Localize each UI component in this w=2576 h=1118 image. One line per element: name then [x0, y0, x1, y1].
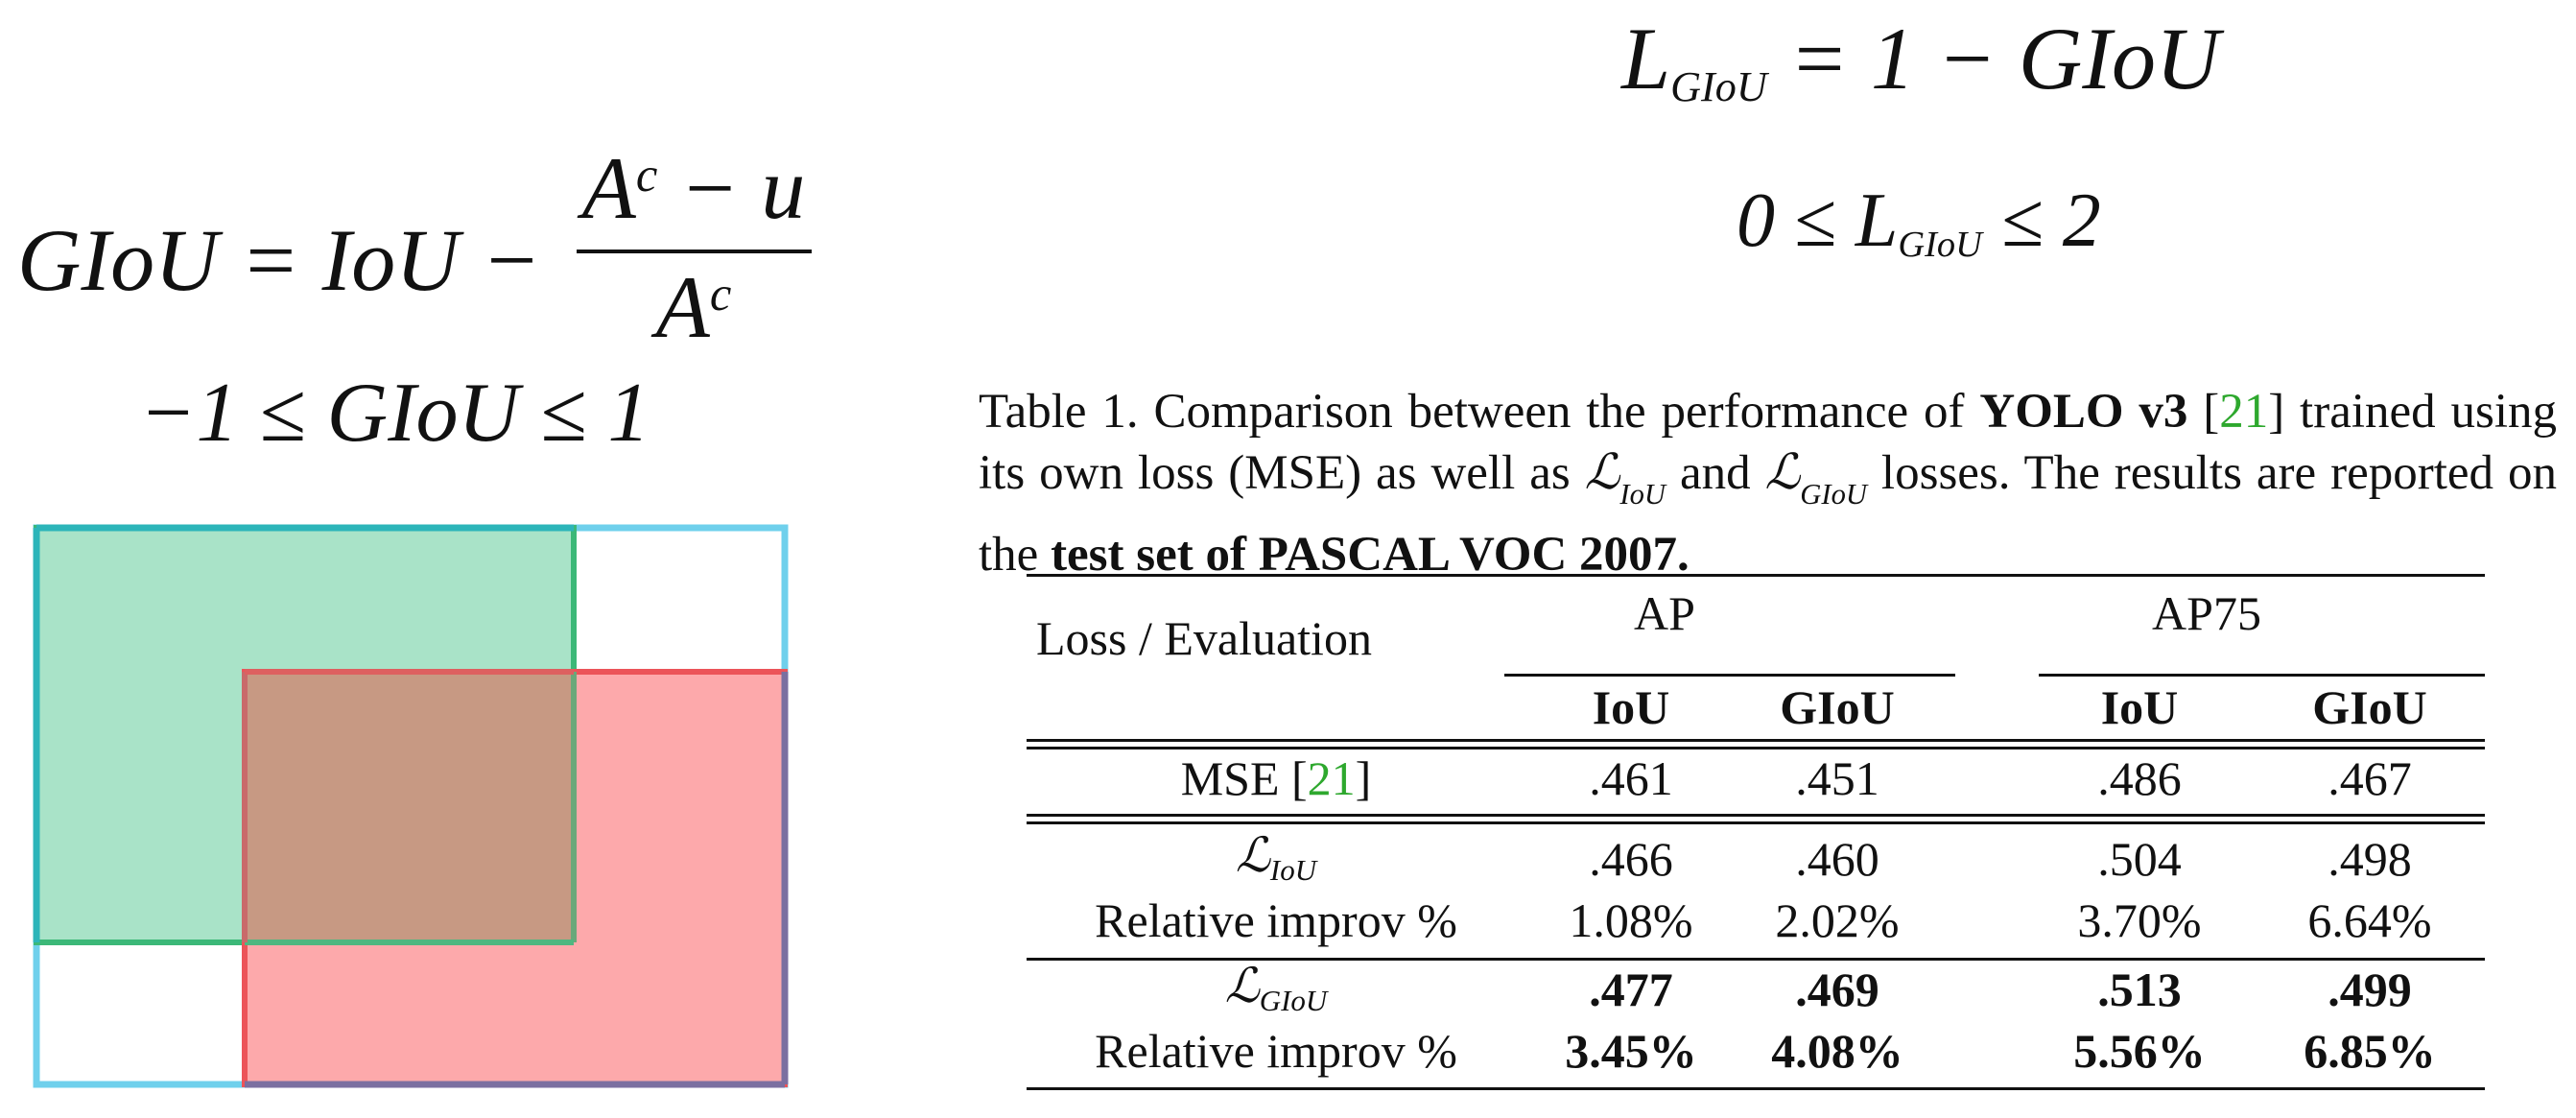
- table-cell: 3.45%: [1565, 1024, 1697, 1078]
- table-cell: 5.56%: [2073, 1024, 2206, 1078]
- table-cell: .513: [2097, 963, 2182, 1016]
- table-cell: 3.70%: [2077, 893, 2202, 947]
- row-relative-improv-label: Relative improv %: [1095, 893, 1457, 947]
- header-ap-giou: GIoU: [1780, 680, 1895, 734]
- table-cell: 4.08%: [1771, 1024, 1903, 1078]
- citation-link[interactable]: 21: [1307, 751, 1356, 805]
- table-cell: 1.08%: [1569, 893, 1693, 947]
- citation-link[interactable]: 21: [2219, 385, 2269, 439]
- table-top-rule: [1027, 574, 2485, 577]
- header-ap: AP: [1634, 586, 1695, 640]
- table-cell: 6.64%: [2307, 893, 2432, 947]
- giou-fraction-numerator: Ac − u: [581, 139, 806, 237]
- table-cell: .466: [1589, 832, 1673, 886]
- table-cell: .451: [1795, 751, 1879, 805]
- header-rule-2: [1027, 747, 2485, 749]
- ap75-underline: [2039, 674, 2485, 677]
- header-ap75: AP75: [2152, 586, 2261, 640]
- table-bottom-rule: [1027, 1087, 2485, 1090]
- table-cell: .460: [1795, 832, 1879, 886]
- giou-fraction-denominator: Ac: [655, 258, 732, 356]
- liou-rule: [1027, 958, 2485, 961]
- row-liou-label: ℒIoU: [1235, 827, 1317, 887]
- giou-fraction: Ac − u Ac: [569, 144, 818, 351]
- table-cell: .486: [2097, 751, 2182, 805]
- table-cell: .499: [2328, 963, 2412, 1016]
- mse-rule-1: [1027, 814, 2485, 817]
- giou-range: −1 ≤ GIoU ≤ 1: [139, 367, 650, 460]
- header-loss-evaluation: Loss / Evaluation: [1036, 611, 1372, 665]
- header-ap75-giou: GIoU: [2312, 680, 2427, 734]
- mse-rule-2: [1027, 821, 2485, 824]
- loss-formula: LGIoU = 1 − GIoU: [1621, 10, 2220, 110]
- table-cell: .498: [2328, 832, 2412, 886]
- row-relative-improv-label: Relative improv %: [1095, 1024, 1457, 1078]
- loss-range: 0 ≤ LGIoU ≤ 2: [1737, 178, 2101, 265]
- overlap-region: [245, 672, 574, 942]
- bounding-boxes-svg: [33, 524, 789, 1088]
- table-cell: .504: [2097, 832, 2182, 886]
- row-mse-label: MSE [21]: [1180, 751, 1372, 805]
- header-ap-iou: IoU: [1592, 680, 1670, 734]
- giou-formula-lhs: GIoU = IoU −: [17, 211, 541, 309]
- table-cell: .477: [1589, 963, 1673, 1016]
- fraction-bar: [576, 250, 812, 253]
- table-cell: .461: [1589, 751, 1673, 805]
- table-cell: 6.85%: [2304, 1024, 2436, 1078]
- bounding-boxes-diagram: [0, 499, 806, 1113]
- table-cell: .469: [1795, 963, 1879, 1016]
- header-rule-1: [1027, 739, 2485, 742]
- row-lgiou-label: ℒGIoU: [1224, 958, 1328, 1017]
- ap-underline: [1504, 674, 1955, 677]
- table-caption: Table 1. Comparison between the performa…: [979, 385, 2557, 582]
- table-cell: 2.02%: [1775, 893, 1900, 947]
- header-ap75-iou: IoU: [2100, 680, 2179, 734]
- table-cell: .467: [2328, 751, 2412, 805]
- giou-formula: GIoU = IoU − Ac − u Ac: [17, 144, 881, 355]
